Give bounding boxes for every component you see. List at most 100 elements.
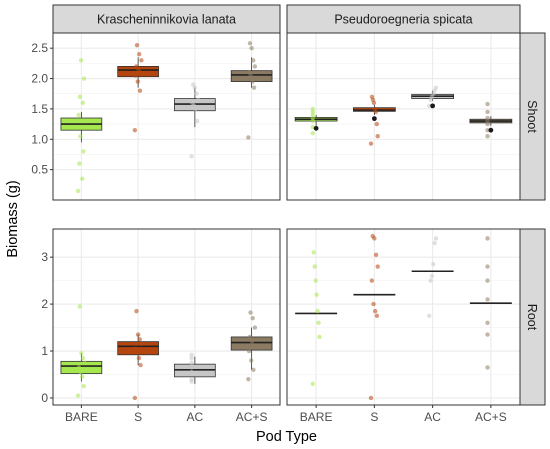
data-point [485,115,490,121]
group-s [117,308,159,401]
row-strip-label: Root [525,304,539,331]
data-point [246,135,251,140]
panel-border [286,228,521,406]
x-tick-label: AC [424,410,441,424]
data-point [189,154,194,159]
y-tick-label: 0.5 [31,163,48,177]
data-point [312,264,317,269]
data-point [137,52,142,57]
panel-pseudoroegneria-spicata-shoot [286,32,521,201]
data-point [375,134,380,139]
data-point [427,103,432,109]
panel-background [53,33,280,200]
x-tick-label: AC [187,410,204,424]
data-point [485,121,490,127]
data-point [485,278,490,283]
data-point [313,278,318,283]
data-point [250,79,255,84]
column-strip-pseudoroegneria-spicata: Pseudoroegneria spicata [286,4,521,34]
data-point [135,79,140,84]
data-point [79,118,84,124]
data-point [431,262,436,267]
data-point [76,112,81,118]
data-point [374,313,380,319]
data-point [132,395,138,401]
data-point [310,115,315,121]
data-point [485,134,490,139]
data-point [250,315,255,321]
data-point [428,278,433,283]
x-tick-label: S [134,410,142,424]
y-tick-label: 2 [41,297,48,311]
data-point [135,332,141,337]
data-point [485,365,490,370]
data-point [375,264,380,269]
data-point [310,118,315,124]
outlier-point [371,116,377,122]
data-point [251,85,257,90]
strip-background [519,32,546,201]
data-point [82,124,87,130]
data-point [78,369,83,375]
strip-background [519,228,546,406]
data-point [82,360,87,365]
data-point [78,134,83,139]
data-point [80,355,86,361]
data-point [189,369,194,375]
data-point [136,355,142,361]
outlier-point [488,127,494,133]
data-point [246,348,252,354]
data-point [138,70,143,75]
panel-background [53,229,280,405]
group-ac-plus-s [469,101,513,139]
data-point [247,334,253,340]
panel-background [287,229,520,405]
data-point [189,352,194,357]
panel-pseudoroegneria-spicata-root: BARE S AC AC+S [286,228,521,424]
data-point [195,97,201,103]
data-point [77,161,82,166]
data-point [432,240,437,246]
data-point [369,94,375,99]
data-point [136,67,141,72]
strip-background [52,4,281,34]
data-point [133,346,138,351]
y-tick-label: 3 [41,250,48,264]
data-point [252,325,258,330]
outlier-point [313,125,319,131]
data-point [189,365,194,370]
data-point [246,376,251,382]
data-point [433,236,439,241]
data-point [310,131,315,136]
data-point [370,233,375,239]
panel-krascheninnikovia-lanata-root: 0 1 2 3 BARE S AC AC+S [41,228,281,424]
data-point [80,176,85,181]
data-point [368,141,374,146]
data-point [372,106,378,112]
data-point [252,64,258,69]
data-point [310,381,315,387]
data-point [429,273,435,279]
data-point [189,376,194,382]
data-point [485,297,490,302]
group-ac [174,352,216,384]
data-point [369,278,375,283]
data-point [373,252,379,258]
data-point [138,362,143,368]
group-bare [295,250,338,387]
data-point [190,100,195,106]
strip-background [286,4,521,34]
y-tick-label: 2.5 [31,41,48,55]
data-point [485,320,490,326]
data-point [78,58,84,63]
data-point [132,127,138,133]
data-point [75,393,81,398]
data-point [316,320,321,326]
data-point [368,395,374,401]
data-point [76,365,82,370]
data-point [139,341,144,347]
group-s [117,42,159,133]
column-strip-krascheninnikovia-lanata: Krascheninnikovia lanata [52,4,281,34]
data-point [251,344,257,349]
